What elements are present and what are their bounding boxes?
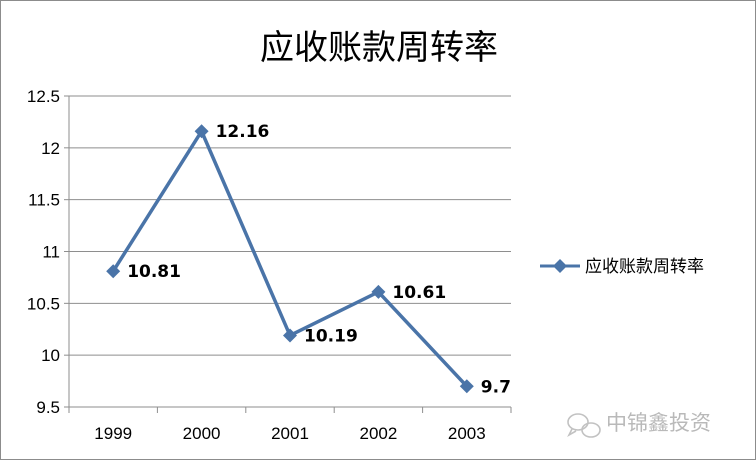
data-point <box>459 379 474 394</box>
x-tick-label: 1999 <box>94 424 132 443</box>
wechat-icon <box>567 413 601 438</box>
data-point <box>371 284 386 299</box>
y-tick-label: 11 <box>42 243 60 262</box>
y-tick-label: 10 <box>41 346 60 365</box>
y-axis-ticks: 9.5 10 10.5 11 11.5 12 12.5 <box>27 87 69 417</box>
x-tick-label: 2001 <box>271 424 309 443</box>
data-point <box>283 328 297 343</box>
y-tick-label: 11.5 <box>28 191 60 210</box>
x-tick-label: 2002 <box>359 424 397 443</box>
watermark: 中锦鑫投资 <box>567 411 711 438</box>
y-tick-label: 12 <box>41 139 60 158</box>
legend: 应收账款周转率 <box>540 257 704 277</box>
y-tick-label: 9.5 <box>36 398 60 417</box>
watermark-text: 中锦鑫投资 <box>606 411 711 435</box>
data-label: 10.81 <box>127 262 181 282</box>
data-label: 10.61 <box>392 283 446 303</box>
legend-diamond-marker <box>553 259 567 273</box>
data-label: 10.19 <box>304 326 358 346</box>
legend-label: 应收账款周转率 <box>585 257 704 277</box>
chart-title: 应收账款周转率 <box>260 28 498 68</box>
data-point <box>194 124 209 139</box>
data-label: 9.7 <box>481 377 511 397</box>
y-tick-label: 10.5 <box>27 294 60 313</box>
series-group <box>106 124 474 394</box>
x-tick-label: 2000 <box>183 424 221 443</box>
data-labels: 10.81 12.16 10.19 10.61 9.7 <box>127 122 511 397</box>
data-point <box>106 264 121 279</box>
x-axis-ticks: 1999 2000 2001 2002 2003 <box>68 407 512 443</box>
gridlines <box>69 95 511 356</box>
data-label: 12.16 <box>216 122 270 142</box>
y-tick-label: 12.5 <box>27 87 60 106</box>
x-tick-label: 2003 <box>448 424 486 443</box>
series-line <box>111 129 469 388</box>
